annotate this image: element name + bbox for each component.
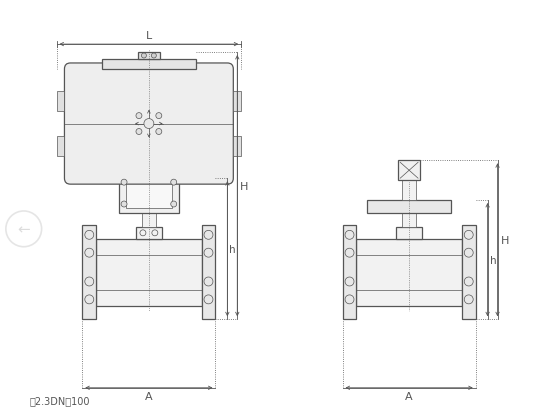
Text: H: H [240, 181, 249, 191]
Text: 图2.3DN＞100: 图2.3DN＞100 [30, 395, 90, 405]
Circle shape [204, 249, 213, 258]
Circle shape [121, 180, 127, 186]
Bar [234, 92, 241, 112]
Bar [96, 239, 202, 306]
Circle shape [464, 278, 473, 286]
Text: h: h [230, 244, 236, 254]
Circle shape [464, 231, 473, 240]
Circle shape [85, 249, 94, 258]
Circle shape [140, 230, 146, 236]
Text: h: h [489, 255, 496, 265]
Circle shape [136, 113, 142, 119]
Bar [102, 60, 196, 70]
Circle shape [144, 119, 154, 129]
Circle shape [171, 202, 177, 207]
Circle shape [464, 249, 473, 258]
Circle shape [345, 249, 354, 258]
Bar [57, 137, 64, 157]
Bar [57, 92, 64, 112]
Circle shape [152, 230, 158, 236]
Circle shape [85, 295, 94, 304]
Circle shape [136, 129, 142, 135]
Circle shape [151, 54, 156, 59]
Circle shape [121, 202, 127, 207]
Circle shape [156, 113, 162, 119]
Bar [82, 225, 96, 320]
Bar [396, 227, 422, 239]
Circle shape [345, 278, 354, 286]
Circle shape [156, 129, 162, 135]
Bar [357, 239, 462, 306]
Circle shape [142, 54, 146, 59]
Text: A: A [145, 391, 153, 401]
Bar [398, 161, 420, 181]
Bar [462, 225, 475, 320]
Circle shape [345, 295, 354, 304]
Bar [136, 227, 162, 239]
FancyBboxPatch shape [64, 64, 234, 185]
Circle shape [204, 231, 213, 240]
Circle shape [171, 180, 177, 186]
Circle shape [85, 231, 94, 240]
Bar [142, 214, 156, 227]
Bar [202, 225, 216, 320]
Text: ←: ← [17, 222, 30, 237]
Circle shape [204, 295, 213, 304]
Circle shape [204, 278, 213, 286]
Bar [126, 184, 172, 209]
Bar [402, 214, 416, 227]
Text: L: L [146, 31, 152, 41]
Circle shape [345, 231, 354, 240]
Bar [402, 181, 416, 201]
Circle shape [85, 278, 94, 286]
Text: H: H [501, 235, 509, 245]
Bar [343, 225, 357, 320]
Bar [119, 179, 179, 214]
Bar [367, 201, 451, 214]
Bar [138, 53, 160, 60]
Text: A: A [405, 391, 413, 401]
Circle shape [464, 295, 473, 304]
Bar [234, 137, 241, 157]
